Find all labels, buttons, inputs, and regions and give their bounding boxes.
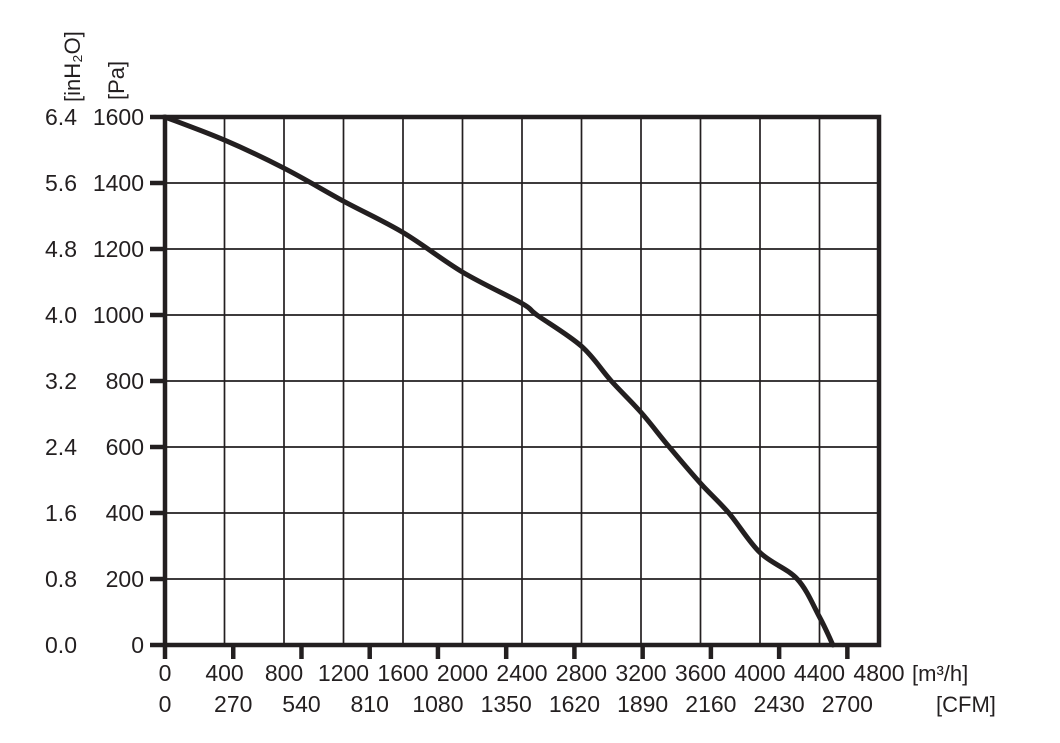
- svg-text:0: 0: [159, 660, 172, 686]
- svg-text:4400: 4400: [794, 660, 845, 686]
- svg-text:1400: 1400: [93, 170, 144, 196]
- svg-text:800: 800: [265, 660, 303, 686]
- svg-text:0.0: 0.0: [45, 632, 77, 658]
- svg-text:2400: 2400: [496, 660, 547, 686]
- svg-text:1080: 1080: [412, 691, 463, 717]
- x-axis-labels-cfm: 0 270 540 810 1080 1350 1620 1890 2160 2430 2700: [159, 691, 873, 717]
- svg-text:1000: 1000: [93, 302, 144, 328]
- svg-text:270: 270: [214, 691, 252, 717]
- y-axis-labels-pa: 1600 1400 1200 1000 800 600 400 200 0: [93, 104, 144, 658]
- svg-text:4000: 4000: [734, 660, 785, 686]
- x-axis-labels-m3h: 0 400 800 1200 1600 2000 2400 2800 3200 3600 4000 4…: [159, 660, 905, 686]
- svg-text:1200: 1200: [93, 236, 144, 262]
- x-axis-unit-m3h: [m³/h]: [912, 661, 968, 686]
- y-axis-unit-inh2o: [inH₂O]: [60, 31, 85, 102]
- svg-text:4.0: 4.0: [45, 302, 77, 328]
- x-axis-unit-cfm: [CFM]: [936, 692, 996, 717]
- svg-text:2430: 2430: [754, 691, 805, 717]
- svg-text:2160: 2160: [685, 691, 736, 717]
- svg-text:1620: 1620: [549, 691, 600, 717]
- svg-text:4.8: 4.8: [45, 236, 77, 262]
- fan-performance-curve: [162, 114, 836, 648]
- svg-text:1200: 1200: [318, 660, 369, 686]
- svg-text:2000: 2000: [437, 660, 488, 686]
- svg-text:810: 810: [351, 691, 389, 717]
- x-axis-cfm-ticks: [162, 645, 850, 659]
- svg-text:400: 400: [205, 660, 243, 686]
- y-axis-unit-pa: [Pa]: [104, 61, 129, 100]
- svg-text:800: 800: [106, 368, 144, 394]
- svg-text:2.4: 2.4: [45, 434, 77, 460]
- svg-text:1.6: 1.6: [45, 500, 77, 526]
- svg-text:200: 200: [106, 566, 144, 592]
- svg-text:1890: 1890: [617, 691, 668, 717]
- svg-text:600: 600: [106, 434, 144, 460]
- svg-text:0: 0: [131, 632, 144, 658]
- svg-text:540: 540: [282, 691, 320, 717]
- svg-text:6.4: 6.4: [45, 104, 77, 130]
- svg-text:3200: 3200: [615, 660, 666, 686]
- svg-text:0.8: 0.8: [45, 566, 77, 592]
- svg-text:1600: 1600: [377, 660, 428, 686]
- svg-text:4800: 4800: [853, 660, 904, 686]
- svg-text:5.6: 5.6: [45, 170, 77, 196]
- svg-text:2800: 2800: [556, 660, 607, 686]
- svg-text:2700: 2700: [822, 691, 873, 717]
- svg-text:400: 400: [106, 500, 144, 526]
- y-axis-labels-inh2o: 6.4 5.6 4.8 4.0 3.2 2.4 1.6 0.8 0.0: [45, 104, 77, 658]
- svg-text:0: 0: [159, 691, 172, 717]
- svg-text:3600: 3600: [675, 660, 726, 686]
- grid-lines: [164, 116, 880, 646]
- svg-text:3.2: 3.2: [45, 368, 77, 394]
- svg-text:1600: 1600: [93, 104, 144, 130]
- svg-text:1350: 1350: [481, 691, 532, 717]
